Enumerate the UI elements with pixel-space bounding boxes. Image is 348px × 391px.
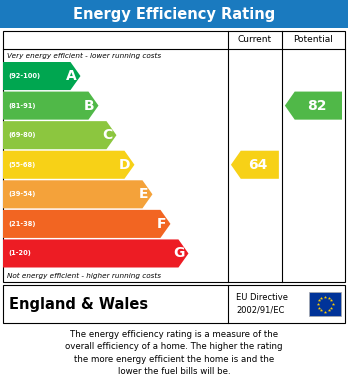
Text: A: A <box>66 69 77 83</box>
Polygon shape <box>3 151 134 179</box>
Polygon shape <box>3 62 80 90</box>
Text: Potential: Potential <box>293 36 333 45</box>
Text: D: D <box>119 158 130 172</box>
Bar <box>0 0 348 28</box>
Text: (39-54): (39-54) <box>8 191 35 197</box>
Text: Not energy efficient - higher running costs: Not energy efficient - higher running co… <box>7 273 161 278</box>
Polygon shape <box>231 151 279 179</box>
Bar <box>309 292 341 316</box>
Text: The energy efficiency rating is a measure of the
overall efficiency of a home. T: The energy efficiency rating is a measur… <box>65 330 283 376</box>
Text: Very energy efficient - lower running costs: Very energy efficient - lower running co… <box>7 52 161 59</box>
Polygon shape <box>3 210 171 238</box>
Text: England & Wales: England & Wales <box>9 296 148 312</box>
Text: 64: 64 <box>248 158 268 172</box>
Text: F: F <box>157 217 166 231</box>
Polygon shape <box>3 121 117 149</box>
Polygon shape <box>3 239 189 267</box>
Text: (21-38): (21-38) <box>8 221 35 227</box>
Text: (69-80): (69-80) <box>8 132 35 138</box>
Text: 82: 82 <box>307 99 326 113</box>
Text: (81-91): (81-91) <box>8 102 35 109</box>
Text: B: B <box>84 99 94 113</box>
Text: EU Directive
2002/91/EC: EU Directive 2002/91/EC <box>236 293 288 315</box>
Polygon shape <box>285 91 342 120</box>
Bar <box>3 285 345 323</box>
Text: Energy Efficiency Rating: Energy Efficiency Rating <box>73 7 275 22</box>
Text: G: G <box>173 246 184 260</box>
Text: (92-100): (92-100) <box>8 73 40 79</box>
Polygon shape <box>3 180 152 208</box>
Bar <box>3 31 345 282</box>
Polygon shape <box>3 91 98 120</box>
Text: (55-68): (55-68) <box>8 162 35 168</box>
Text: Current: Current <box>238 36 272 45</box>
Text: C: C <box>102 128 112 142</box>
Text: (1-20): (1-20) <box>8 251 31 256</box>
Text: E: E <box>139 187 149 201</box>
